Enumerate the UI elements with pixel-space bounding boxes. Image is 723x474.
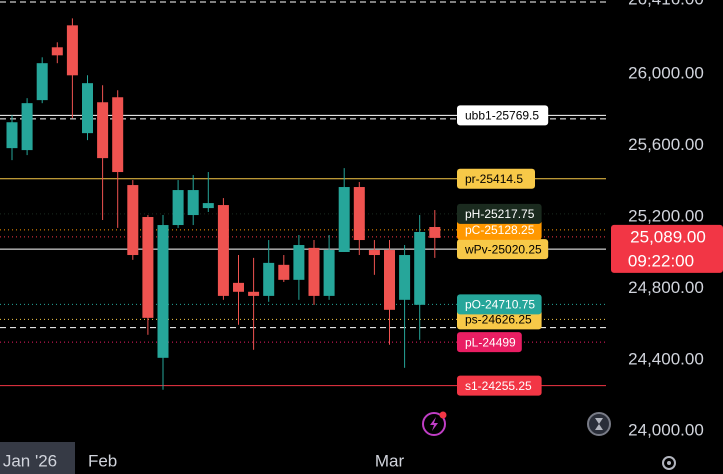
y-tick-label: 24,400.00 <box>628 349 704 368</box>
level-label-text: pr-25414.5 <box>465 172 523 186</box>
candle-body <box>21 103 33 151</box>
candle-body <box>172 190 184 226</box>
level-label: ubb1-25769.5 <box>457 105 549 126</box>
level-label: wPv-25020.25 <box>457 239 549 260</box>
candle-body <box>157 225 169 358</box>
level-label-bg <box>457 203 542 224</box>
level-label-bg <box>457 168 535 189</box>
level-label-bg <box>457 309 542 330</box>
level-label-bg <box>457 375 542 396</box>
level-label-bg <box>457 105 549 126</box>
candle-body <box>308 247 320 296</box>
x-label-highlight <box>0 442 75 474</box>
y-tick-label: 24,000.00 <box>628 421 704 440</box>
settings-icon[interactable] <box>662 456 676 470</box>
level-label: s1-24255.25 <box>457 375 542 396</box>
candle-body <box>36 63 48 101</box>
candle-body <box>278 264 290 280</box>
level-label-text: ps-24626.25 <box>465 313 532 327</box>
level-label: pr-25414.5 <box>457 168 535 189</box>
y-tick-label: 25,200.00 <box>628 206 704 225</box>
level-label-text: pO-24710.75 <box>465 297 535 311</box>
icon-gear-center <box>667 461 671 465</box>
level-label-text: pH-25217.75 <box>465 207 535 221</box>
icon-bolt <box>430 417 438 431</box>
candle-body <box>248 291 260 296</box>
level-label-bg <box>457 332 522 353</box>
y-tick-label: 26,416.00 <box>628 0 704 8</box>
level-label-bg <box>457 219 542 240</box>
candle-body <box>51 47 63 56</box>
icon-dot <box>439 411 447 419</box>
candle-body <box>384 250 395 310</box>
candle-body <box>323 250 335 296</box>
candle-body <box>6 122 18 149</box>
candle-body <box>82 83 93 134</box>
candle-body <box>97 102 109 159</box>
x-tick-label: Feb <box>88 451 117 470</box>
candle-body <box>338 187 350 252</box>
last-price-label: 25,089.00 <box>630 227 706 246</box>
candle-body <box>233 282 244 292</box>
candle-body <box>263 262 275 296</box>
timer-icon[interactable] <box>587 412 611 436</box>
candle-body <box>202 203 214 209</box>
level-label: pO-24710.75 <box>457 294 542 315</box>
level-label: ps-24626.25 <box>457 309 542 330</box>
y-tick-label: 24,800.00 <box>628 278 704 297</box>
candle-body <box>127 185 139 256</box>
candle-body <box>414 232 426 305</box>
level-label: pL-24499 <box>457 332 522 353</box>
countdown-label: 09:22:00 <box>628 251 694 270</box>
level-label-text: pL-24499 <box>465 335 516 349</box>
y-tick-label: 25,600.00 <box>628 135 704 154</box>
candle-body <box>142 217 154 318</box>
icon-gear <box>662 456 676 470</box>
icon-hourglass <box>595 418 603 430</box>
lightning-icon[interactable] <box>422 411 447 436</box>
candle-body <box>429 227 441 238</box>
candle-body <box>293 245 305 280</box>
x-tick-label: Mar <box>375 451 405 470</box>
level-label-text: wPv-25020.25 <box>464 242 542 256</box>
icon-ring <box>422 412 446 436</box>
last-price-box <box>611 224 723 273</box>
level-label-bg <box>457 239 549 260</box>
candle-body <box>353 187 365 241</box>
candle-body <box>187 190 199 216</box>
icon-ring <box>587 412 611 436</box>
candle-body <box>368 250 380 256</box>
level-label: pH-25217.75 <box>457 203 542 224</box>
candle-body <box>217 205 229 296</box>
y-tick-label: 26,000.00 <box>628 64 704 83</box>
x-tick-label: Jan '26 <box>3 451 57 470</box>
candle-body <box>112 97 124 173</box>
candle-body <box>66 25 78 76</box>
level-label-text: s1-24255.25 <box>465 379 532 393</box>
level-label-text: ubb1-25769.5 <box>465 109 539 123</box>
level-label: pC-25128.25 <box>457 219 542 240</box>
level-label-text: pC-25128.25 <box>465 223 535 237</box>
candle-body <box>399 255 411 300</box>
level-label-bg <box>457 294 542 315</box>
